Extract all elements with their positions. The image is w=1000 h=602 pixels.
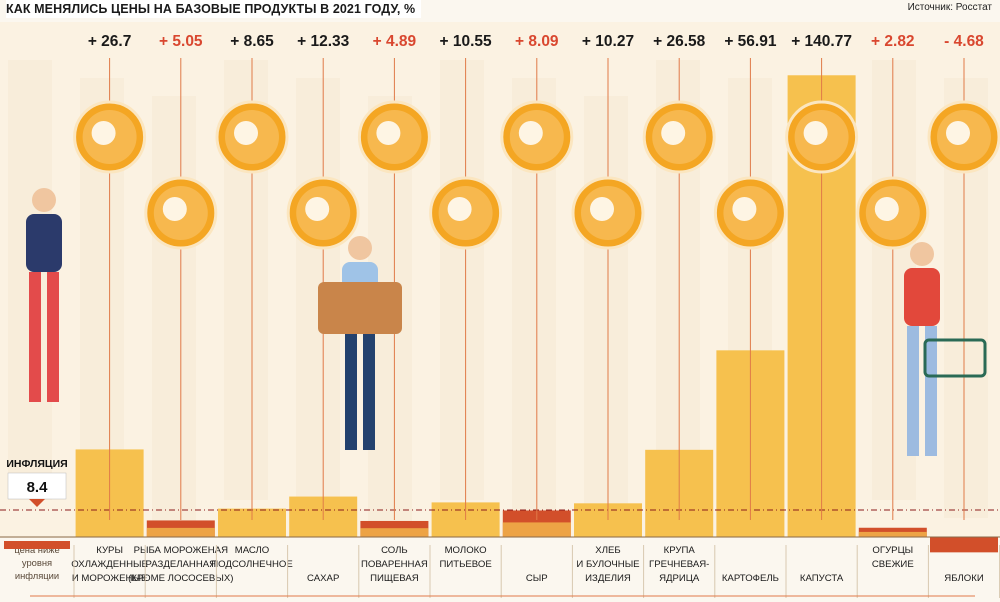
- below-inflation-note-1: уровня: [22, 557, 52, 568]
- category-label-8-2: ЯДРИЦА: [659, 573, 700, 584]
- potato-icon-glyph: [732, 197, 757, 221]
- inflation-badge: [7, 472, 67, 500]
- sugar-cubes-icon-glyph: [305, 197, 330, 221]
- woman-figure-torso: [26, 214, 62, 272]
- salt-shaker-icon-glyph: [376, 121, 401, 145]
- category-label-1-0: РЫБА МОРОЖЕНАЯ: [134, 545, 229, 556]
- cabbage-icon-glyph: [803, 121, 828, 145]
- category-label-4-1: ПОВАРЕННАЯ: [361, 559, 428, 570]
- oil-bottle-icon-glyph: [234, 121, 258, 145]
- value-label-0: + 26.7: [88, 33, 132, 50]
- bar-gradient-6: [502, 522, 571, 537]
- woman-figure: [26, 188, 62, 402]
- labels-group: + 26.7 КУРЫ ОХЛАЖДЕННЫЕ И МОРОЖЕНЫЕ + 5.05 РЫ…: [4, 33, 1000, 598]
- man-with-basket-figure-leg-right: [925, 326, 937, 456]
- cheese-icon-glyph: [518, 121, 543, 145]
- inflation-label: ИНФЛЯЦИЯ: [6, 458, 67, 470]
- category-label-0-2: И МОРОЖЕНЫЕ: [72, 573, 148, 584]
- woman-figure-leg-right: [47, 272, 59, 402]
- inflation-pointer: [29, 499, 45, 507]
- source-note: Источник: Росстат: [907, 2, 992, 13]
- icons-group: [73, 100, 1000, 250]
- woman-figure-leg-left: [29, 272, 41, 402]
- man-with-basket-figure-head: [910, 242, 934, 266]
- cucumber-icon-glyph: [874, 197, 899, 221]
- fish-icon-glyph: [162, 197, 187, 221]
- grocery-bags: [318, 282, 402, 334]
- below-inflation-note-0: цена ниже: [14, 544, 59, 555]
- category-label-5-1: ПИТЬЕВОЕ: [439, 559, 491, 570]
- category-label-5-0: МОЛОКО: [445, 545, 487, 556]
- category-label-2-0: МАСЛО: [235, 545, 270, 556]
- value-label-5: + 10.55: [440, 33, 493, 50]
- category-label-9-0: КАРТОФЕЛЬ: [722, 573, 779, 584]
- illustration-people: [26, 188, 987, 456]
- value-label-12: - 4.68: [944, 33, 984, 50]
- value-label-10: + 140.77: [791, 33, 852, 50]
- buckwheat-bowl-icon-glyph: [661, 121, 686, 145]
- category-label-10-0: КАПУСТА: [800, 573, 844, 584]
- bar-gradient-4: [360, 528, 429, 537]
- bar-gradient-11: [858, 531, 927, 537]
- category-label-7-0: ХЛЕБ: [595, 545, 620, 556]
- man-with-bags-figure-leg-right: [363, 320, 375, 450]
- chicken-icon-glyph: [91, 121, 116, 145]
- category-label-0-1: ОХЛАЖДЕННЫЕ: [71, 559, 148, 570]
- value-label-3: + 12.33: [297, 33, 350, 50]
- value-label-2: + 8.65: [230, 33, 274, 50]
- category-label-7-1: И БУЛОЧНЫЕ: [576, 559, 639, 570]
- bread-icon-glyph: [590, 197, 614, 221]
- below-inflation-note-2: инфляции: [15, 570, 59, 581]
- value-label-7: + 10.27: [582, 33, 634, 50]
- category-label-7-2: ИЗДЕЛИЯ: [585, 573, 631, 584]
- value-label-11: + 2.82: [871, 33, 915, 50]
- category-label-12-0: ЯБЛОКИ: [944, 573, 984, 584]
- value-label-8: + 26.58: [653, 33, 706, 50]
- category-label-1-1: РАЗДЕЛАННАЯ: [145, 559, 216, 570]
- category-label-8-0: КРУПА: [664, 545, 696, 556]
- man-with-basket-figure-torso: [904, 268, 940, 326]
- below-inflation-swatch: [4, 541, 70, 549]
- man-with-basket-figure: [904, 242, 940, 456]
- man-with-basket-figure-leg-left: [907, 326, 919, 456]
- shelf-decoration: [440, 60, 484, 500]
- apple-icon-glyph: [946, 121, 970, 145]
- value-label-1: + 5.05: [159, 33, 203, 50]
- woman-figure-head: [32, 188, 56, 212]
- category-label-8-1: ГРЕЧНЕВАЯ-: [649, 559, 709, 570]
- value-label-9: + 56.91: [724, 33, 777, 50]
- value-label-4: + 4.89: [373, 33, 417, 50]
- category-label-0-0: КУРЫ: [96, 545, 123, 556]
- basket: [923, 338, 987, 378]
- shelf-decoration: [152, 96, 196, 536]
- shelf-decoration: [584, 96, 628, 536]
- category-label-4-0: СОЛЬ: [381, 545, 408, 556]
- man-with-bags-figure-head: [348, 236, 372, 260]
- bar-gradient-1: [146, 527, 215, 537]
- category-label-3-0: САХАР: [307, 573, 339, 584]
- category-label-1-2: (КРОМЕ ЛОСОСЕВЫХ): [128, 573, 233, 584]
- milk-carton-icon-glyph: [447, 197, 472, 221]
- man-with-bags-figure-leg-left: [345, 320, 357, 450]
- value-label-6: + 8.09: [515, 33, 559, 50]
- category-label-6-0: СЫР: [526, 573, 548, 584]
- category-label-2-1: ПОДСОЛНЕЧНОЕ: [211, 559, 293, 570]
- category-label-11-1: СВЕЖИЕ: [872, 559, 914, 570]
- inflation-value: 8.4: [27, 479, 49, 496]
- bar-12: [930, 537, 998, 553]
- category-label-11-0: ОГУРЦЫ: [872, 545, 913, 556]
- page-title: КАК МЕНЯЛИСЬ ЦЕНЫ НА БАЗОВЫЕ ПРОДУКТЫ В …: [6, 0, 422, 18]
- category-label-4-2: ПИЩЕВАЯ: [370, 573, 419, 584]
